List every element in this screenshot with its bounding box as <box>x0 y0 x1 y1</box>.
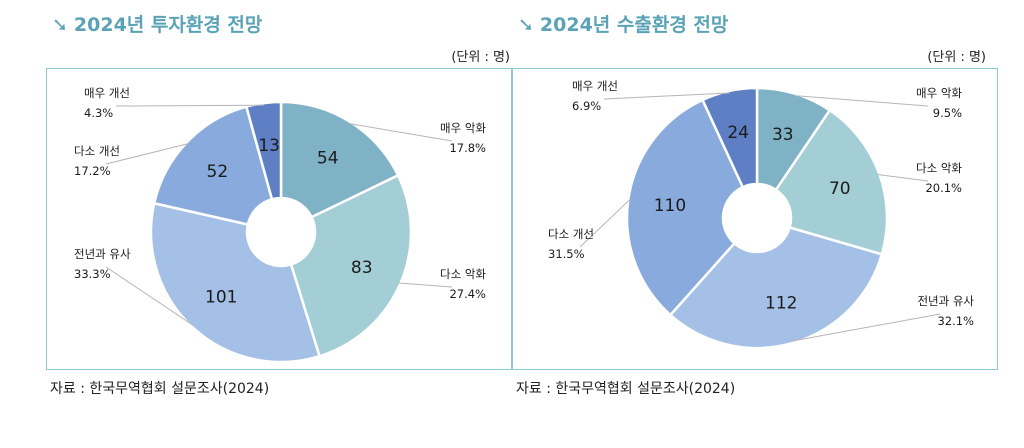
investment-outlook-panel: ➘ 2024년 투자환경 전망 (단위 : 명) 54 매우 악화 17.8% 83 다소… <box>46 0 516 448</box>
slice-value-label: 101 <box>205 288 237 308</box>
slice-category-label: 매우 악화 <box>440 121 486 135</box>
donut-slice <box>774 108 889 256</box>
slice-category-label: 다소 악화 <box>916 161 962 175</box>
slice-category-label: 매우 개선 <box>572 79 618 93</box>
export-donut-chart: 33 매우 악화 9.5% 70 다소 악화 20.1% 112 전년과 유사 32.1% 110… <box>548 79 974 350</box>
slice-category-label: 다소 개선 <box>548 227 594 241</box>
slice-value-label: 54 <box>317 148 339 168</box>
arrow-down-right-icon: ➘ <box>52 14 68 36</box>
donut-slice <box>244 100 283 201</box>
slice-percent-label: 4.3% <box>84 106 113 120</box>
slice-value-label: 13 <box>258 136 280 156</box>
donut-slice <box>152 105 274 226</box>
slice-category-label: 전년과 유사 <box>917 294 974 308</box>
leader-line <box>792 313 941 342</box>
slice-value-label: 83 <box>351 258 373 278</box>
slice-percent-label: 32.1% <box>937 314 974 328</box>
slice-percent-label: 33.3% <box>74 267 111 281</box>
slice-value-label: 70 <box>829 179 851 199</box>
donut-slice <box>625 98 745 317</box>
slice-value-label: 52 <box>207 162 229 182</box>
source-note: 자료 : 한국무역협회 설문조사(2024) <box>516 381 736 397</box>
leader-line <box>603 92 730 100</box>
slice-value-label: 112 <box>765 294 797 314</box>
chart-title-text: 2024년 투자환경 전망 <box>73 14 263 36</box>
leader-line <box>398 282 453 288</box>
leader-line <box>105 143 189 165</box>
slice-percent-label: 27.4% <box>449 287 486 301</box>
chart-title-text: 2024년 수출환경 전망 <box>539 14 729 36</box>
slice-value-label: 33 <box>772 125 794 145</box>
leader-line <box>794 95 929 107</box>
leader-line <box>877 174 929 182</box>
unit-label: (단위 : 명) <box>927 50 986 65</box>
slice-percent-label: 6.9% <box>572 99 601 113</box>
slice-value-label: 24 <box>727 123 749 143</box>
source-note: 자료 : 한국무역협회 설문조사(2024) <box>50 381 270 397</box>
slice-percent-label: 20.1% <box>925 181 962 195</box>
slice-category-label: 매우 악화 <box>916 86 962 100</box>
leader-line <box>348 123 453 142</box>
export-outlook-panel: ➘ 2024년 수출환경 전망 (단위 : 명) 33 매우 악화 9.5% 70 다소 … <box>512 0 998 448</box>
leader-line <box>579 198 631 248</box>
arrow-down-right-icon: ➘ <box>518 14 534 36</box>
chart-title: ➘ 2024년 투자환경 전망 <box>52 10 262 37</box>
leader-line <box>105 266 195 327</box>
slice-percent-label: 9.5% <box>933 106 962 120</box>
slice-percent-label: 17.2% <box>74 164 111 178</box>
chart-frame <box>512 68 998 370</box>
slice-category-label: 다소 개선 <box>74 144 120 158</box>
donut-slice <box>149 201 322 364</box>
slice-percent-label: 17.8% <box>449 141 486 155</box>
donut-slice <box>289 173 413 358</box>
slice-category-label: 전년과 유사 <box>74 247 131 261</box>
donut-slice <box>700 86 759 189</box>
investment-donut-chart: 54 매우 악화 17.8% 83 다소 악화 27.4% 101 전년과 유사 33.3% 52… <box>74 86 486 364</box>
chart-frame <box>46 68 512 370</box>
slice-category-label: 다소 악화 <box>440 267 486 281</box>
slice-value-label: 110 <box>654 196 686 216</box>
leader-line <box>115 104 264 107</box>
unit-label: (단위 : 명) <box>451 50 510 65</box>
chart-title: ➘ 2024년 수출환경 전망 <box>518 10 728 37</box>
slice-category-label: 매우 개선 <box>84 86 130 100</box>
slice-percent-label: 31.5% <box>548 247 585 261</box>
